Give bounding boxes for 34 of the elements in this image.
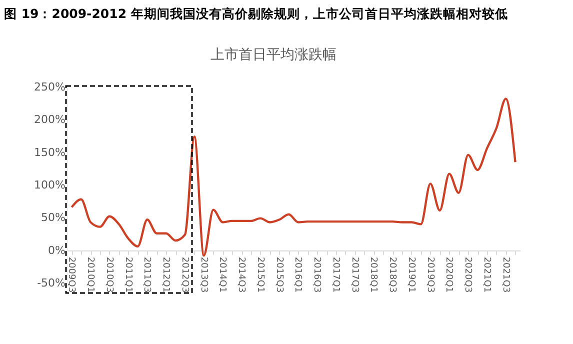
x-tick-label: 2014Q3 [236, 256, 246, 293]
chart-title: 图 19：2009-2012 年期间我国没有高价剔除规则，上市公司首日平均涨跌幅相对较低 [4, 6, 508, 21]
x-tick-label: 2021Q1 [481, 256, 492, 293]
x-tick-label: 2016Q1 [292, 256, 303, 293]
x-tick-label: 2018Q3 [387, 256, 398, 293]
x-tick-label: 2018Q1 [368, 256, 378, 293]
y-tick-label: 200% [34, 113, 66, 126]
chart-subtitle: 上市首日平均涨跌幅 [210, 47, 336, 63]
x-tick-label: 2012Q1 [160, 256, 171, 293]
x-tick-label: 2011Q3 [142, 256, 152, 293]
y-tick-label: 0% [48, 244, 66, 257]
x-tick-label: 2017Q1 [330, 256, 340, 293]
y-tick-label: 100% [34, 178, 66, 192]
x-tick-label: 2016Q3 [312, 256, 322, 293]
x-tick-label: 2013Q3 [198, 256, 208, 293]
x-tick-label: 2017Q3 [349, 256, 360, 293]
x-tick-label: 2020Q1 [444, 256, 454, 293]
y-tick-label: 50% [41, 211, 66, 224]
x-tick-label: 2014Q1 [217, 256, 228, 293]
x-tick-label: 2021Q3 [500, 256, 510, 293]
x-tick-label: 2012Q3 [179, 256, 190, 293]
x-tick-label: 2015Q1 [254, 256, 265, 293]
line-series [70, 98, 516, 257]
y-tick-label: 150% [34, 146, 66, 159]
y-tick-label: -50% [37, 276, 66, 290]
x-tick-label: 2010Q3 [104, 256, 114, 293]
x-tick-label: 2015Q3 [274, 256, 284, 293]
x-tick-label: 2020Q3 [462, 256, 473, 293]
x-tick-label: 2009Q3 [66, 256, 76, 293]
x-tick-label: 2019Q3 [424, 256, 435, 293]
x-tick-label: 2019Q1 [406, 256, 416, 293]
y-tick-label: 250% [34, 80, 66, 94]
x-tick-label: 2011Q1 [122, 256, 133, 293]
x-tick-label: 2010Q1 [85, 256, 96, 293]
